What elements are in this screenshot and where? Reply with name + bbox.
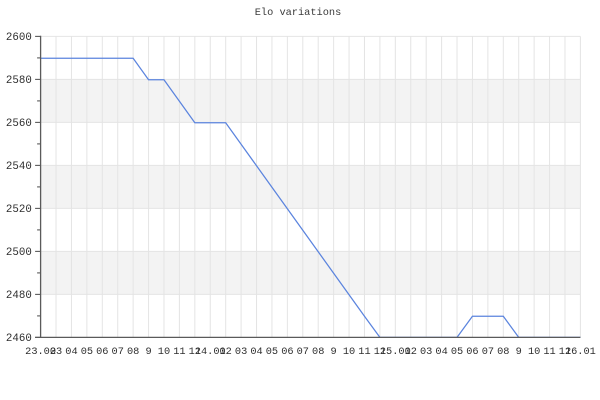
svg-text:Elo variations: Elo variations bbox=[255, 7, 342, 19]
svg-text:11: 11 bbox=[189, 346, 201, 358]
svg-text:12: 12 bbox=[220, 346, 232, 358]
svg-text:24.00: 24.00 bbox=[195, 346, 226, 358]
svg-text:07: 07 bbox=[482, 346, 494, 358]
svg-text:2540: 2540 bbox=[6, 161, 32, 173]
svg-text:03: 03 bbox=[235, 346, 247, 358]
svg-text:04: 04 bbox=[435, 346, 447, 358]
svg-text:06: 06 bbox=[466, 346, 478, 358]
svg-text:08: 08 bbox=[312, 346, 324, 358]
svg-text:04: 04 bbox=[65, 346, 77, 358]
svg-text:10: 10 bbox=[343, 346, 355, 358]
svg-text:03: 03 bbox=[420, 346, 432, 358]
svg-text:23.00: 23.00 bbox=[25, 346, 56, 358]
svg-text:04: 04 bbox=[250, 346, 262, 358]
svg-text:2500: 2500 bbox=[6, 247, 32, 259]
svg-text:9: 9 bbox=[516, 346, 522, 358]
svg-text:2480: 2480 bbox=[6, 290, 32, 302]
svg-text:07: 07 bbox=[297, 346, 309, 358]
svg-text:07: 07 bbox=[112, 346, 124, 358]
svg-text:2600: 2600 bbox=[6, 32, 32, 44]
svg-text:25.00: 25.00 bbox=[380, 346, 411, 358]
svg-text:05: 05 bbox=[451, 346, 463, 358]
svg-text:2460: 2460 bbox=[6, 333, 32, 345]
svg-text:2520: 2520 bbox=[6, 204, 32, 216]
svg-text:26.01: 26.01 bbox=[565, 346, 596, 358]
svg-text:06: 06 bbox=[96, 346, 108, 358]
svg-text:2580: 2580 bbox=[6, 75, 32, 87]
svg-text:10: 10 bbox=[158, 346, 170, 358]
svg-text:05: 05 bbox=[266, 346, 278, 358]
svg-text:9: 9 bbox=[331, 346, 337, 358]
svg-text:08: 08 bbox=[497, 346, 509, 358]
svg-text:11: 11 bbox=[374, 346, 386, 358]
svg-text:06: 06 bbox=[281, 346, 293, 358]
svg-text:23: 23 bbox=[50, 346, 62, 358]
svg-text:11: 11 bbox=[559, 346, 571, 358]
svg-text:10: 10 bbox=[528, 346, 540, 358]
svg-text:05: 05 bbox=[81, 346, 93, 358]
svg-text:12: 12 bbox=[405, 346, 417, 358]
svg-text:2560: 2560 bbox=[6, 118, 32, 130]
svg-text:9: 9 bbox=[145, 346, 151, 358]
svg-text:11: 11 bbox=[543, 346, 555, 358]
svg-text:08: 08 bbox=[127, 346, 139, 358]
svg-text:11: 11 bbox=[358, 346, 370, 358]
svg-text:11: 11 bbox=[173, 346, 185, 358]
